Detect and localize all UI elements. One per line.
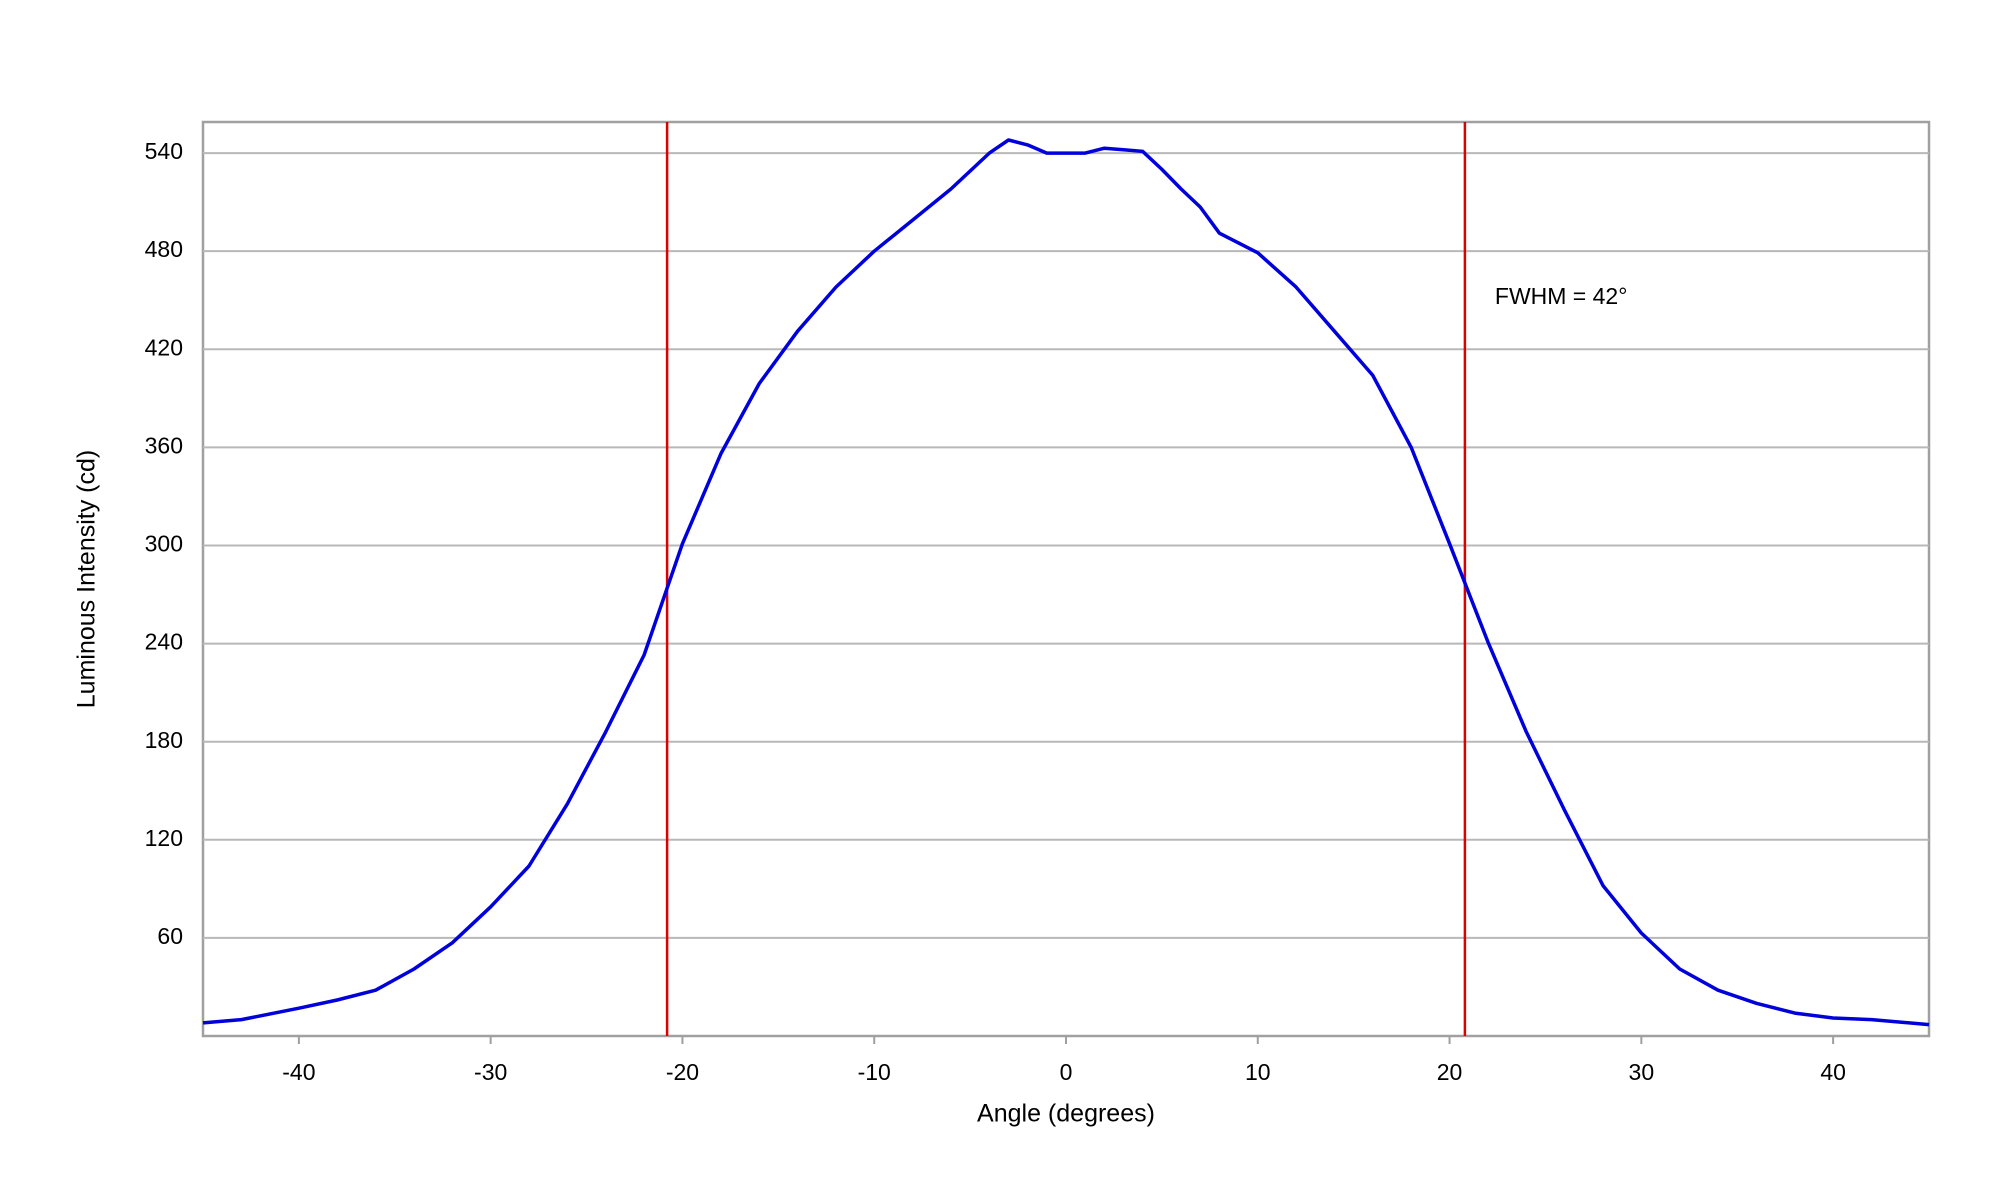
y-axis-label: Luminous Intensity (cd) [73,450,101,708]
x-tick-label: 30 [1629,1059,1655,1085]
annotation: FWHM = 42° [1495,283,1628,309]
x-tick-label: 20 [1437,1059,1463,1085]
y-tick-label: 540 [145,138,183,164]
y-tick-label: 480 [145,236,183,262]
x-tick-label: -10 [858,1059,891,1085]
y-tick-label: 300 [145,531,183,557]
x-tick-label: -40 [282,1059,315,1085]
y-tick-label: 420 [145,334,183,360]
y-tick-label: 60 [157,923,183,949]
x-tick-label: -30 [474,1059,507,1085]
x-axis-label: Angle (degrees) [977,1100,1155,1128]
y-tick-label: 240 [145,629,183,655]
x-tick-label: 10 [1245,1059,1271,1085]
x-tick-label: 40 [1820,1059,1846,1085]
plot-frame [201,120,1931,1038]
x-tick-label: 0 [1060,1059,1073,1085]
x-tick-label: -20 [666,1059,699,1085]
y-tick-label: 180 [145,727,183,753]
data-line [202,138,1930,1027]
y-tick-label: 360 [145,432,183,458]
y-tick-label: 120 [145,825,183,851]
